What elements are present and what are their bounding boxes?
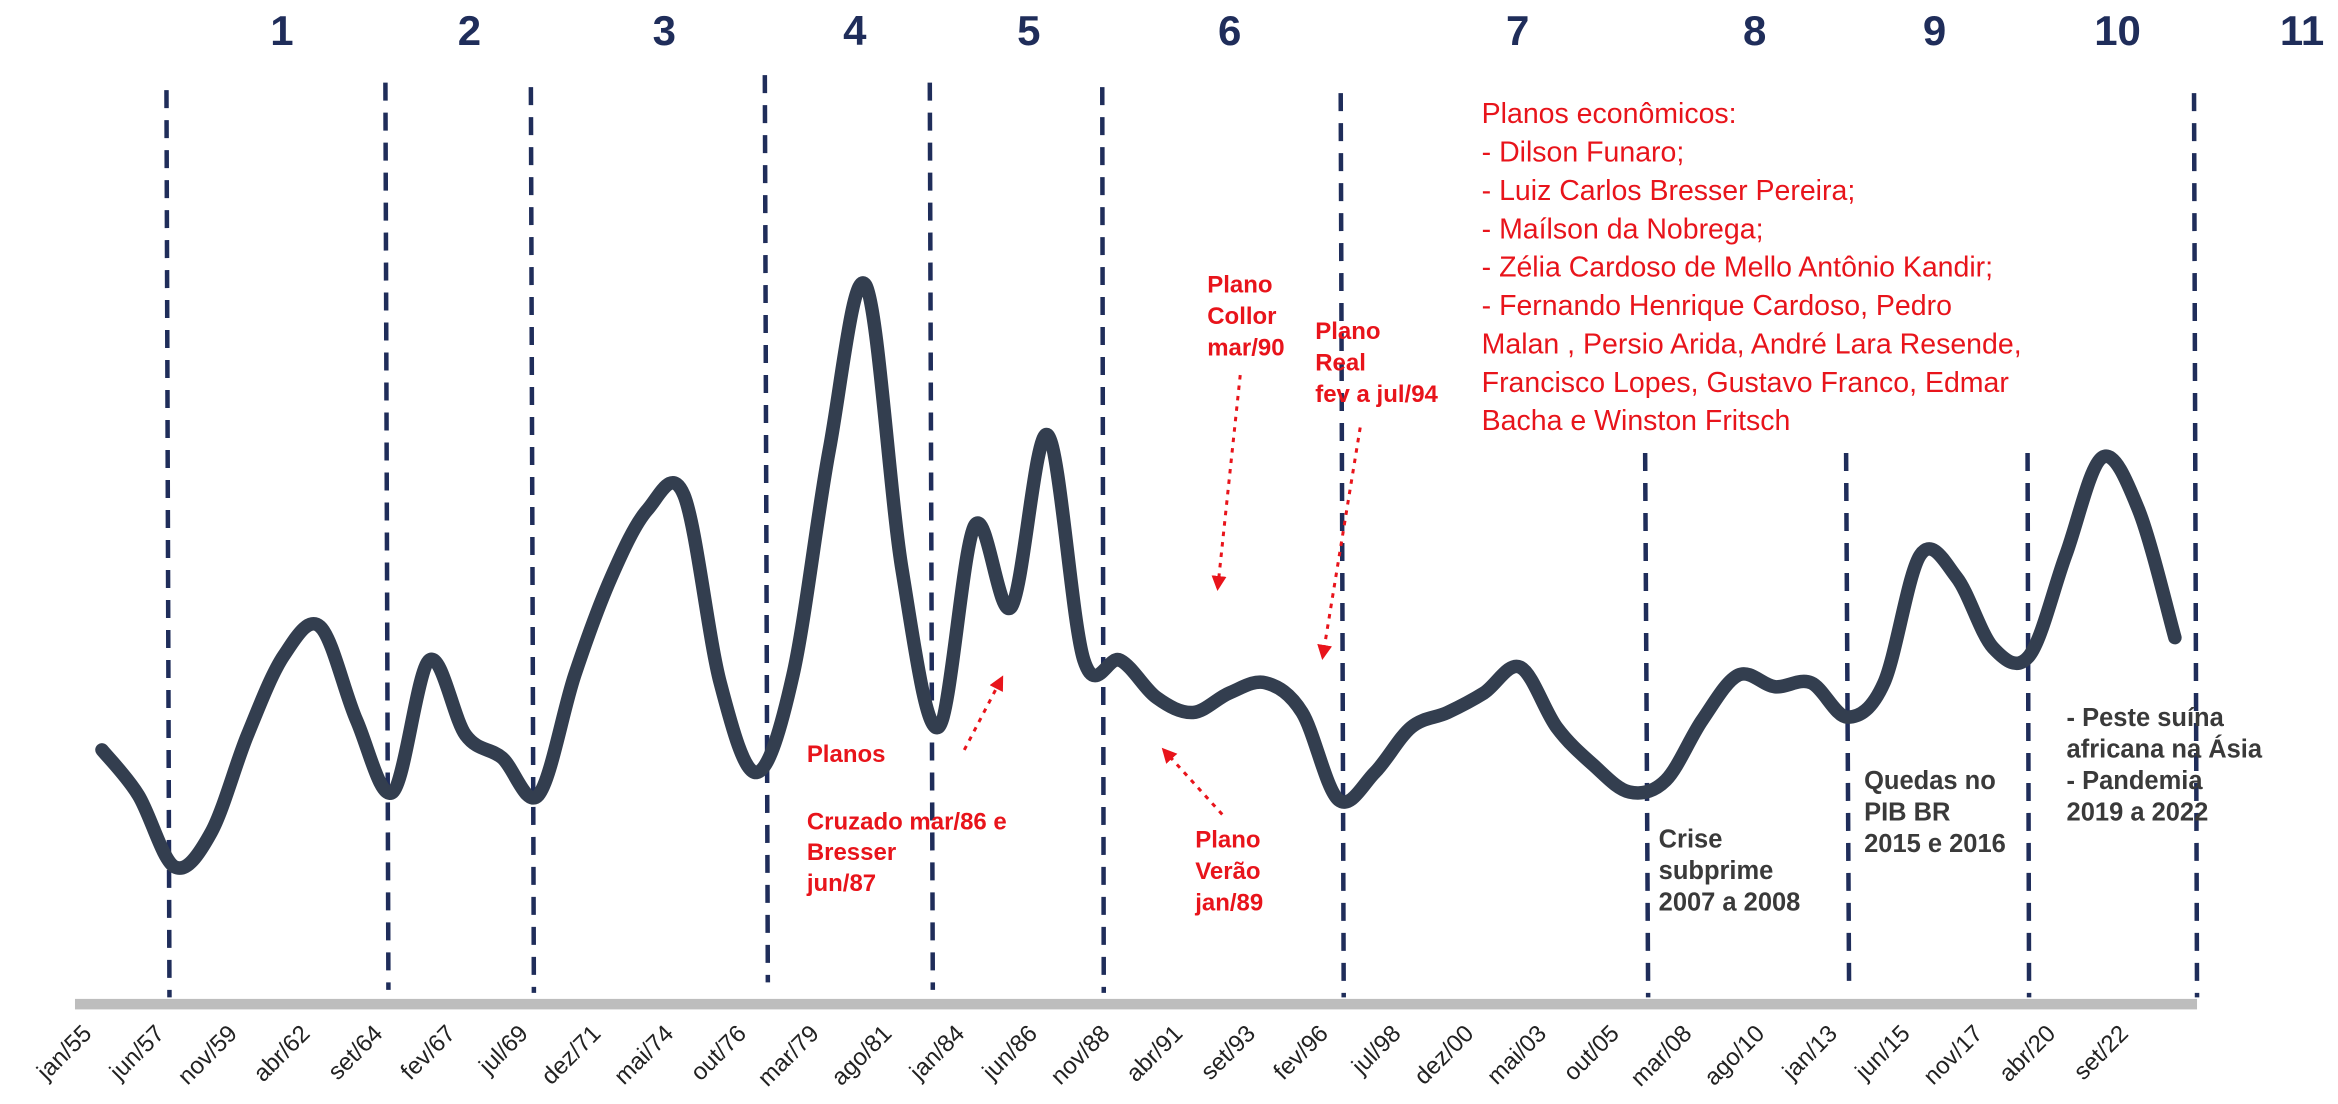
x-tick-label: jan/84	[904, 1020, 970, 1086]
x-tick-label: dez/71	[536, 1020, 606, 1090]
x-tick-label: jun/86	[977, 1020, 1043, 1086]
annotation: - Pandemia	[2067, 767, 2204, 795]
period-number: 6	[1218, 7, 1241, 54]
annotation: Bresser	[807, 839, 896, 866]
period-number: 11	[2280, 7, 2324, 54]
annotation: PIB BR	[1864, 798, 1950, 826]
x-tick-label: nov/88	[1045, 1020, 1115, 1090]
divider	[2025, 453, 2032, 998]
annotation: Crise	[1659, 825, 1723, 853]
period-number: 5	[1017, 7, 1040, 54]
divider	[164, 90, 172, 998]
x-tick-label: nov/59	[173, 1020, 243, 1090]
annotation: subprime	[1659, 857, 1774, 885]
annotation: - Luiz Carlos Bresser Pereira;	[1482, 175, 1856, 207]
x-tick-label: jan/55	[31, 1020, 97, 1086]
divider	[927, 82, 936, 990]
data-line	[95, 276, 2182, 875]
x-axis	[74, 998, 2198, 1010]
x-tick-label: mai/74	[609, 1020, 679, 1090]
x-tick-label: fev/96	[1268, 1020, 1333, 1085]
annotation: Malan , Persio Arida, André Lara Resende…	[1482, 328, 2022, 360]
x-tick-label: fev/67	[396, 1020, 461, 1085]
annotation: - Zélia Cardoso de Mello Antônio Kandir;	[1482, 252, 1993, 284]
divider	[2191, 93, 2200, 998]
period-dividers	[164, 75, 2200, 998]
annotation: Cruzado mar/86 e	[807, 808, 1007, 835]
x-tick-label: set/64	[323, 1020, 388, 1085]
annotation: Verão	[1195, 858, 1260, 885]
annotation: - Fernando Henrique Cardoso, Pedro	[1482, 290, 1952, 322]
x-tick-label: out/05	[1558, 1020, 1624, 1086]
x-tick-label: jul/69	[473, 1020, 533, 1080]
annotation: Planos	[807, 741, 886, 768]
annotation: jan/89	[1194, 889, 1263, 916]
annotation: Real	[1315, 350, 1366, 377]
x-tick-label: abr/91	[1121, 1020, 1188, 1087]
x-tick-label: jun/57	[104, 1020, 170, 1086]
period-number: 2	[458, 7, 481, 54]
arrow	[1317, 427, 1362, 660]
annotation: africana na Ásia	[2067, 734, 2263, 763]
period-number: 7	[1506, 7, 1529, 54]
divider	[1642, 453, 1651, 998]
annotation: - Maílson da Nobrega;	[1482, 213, 1764, 245]
divider	[1100, 87, 1107, 993]
arrow	[1211, 374, 1242, 591]
annotation: Bacha e Winston Fritsch	[1482, 405, 1791, 437]
x-tick-label: ago/10	[1699, 1020, 1770, 1091]
annotation: jun/87	[806, 870, 876, 897]
annotation: Planos econômicos:	[1482, 98, 1737, 130]
annotation: - Dilson Funaro;	[1482, 136, 1685, 168]
annotation: Plano	[1315, 318, 1380, 345]
annotation: mar/90	[1207, 335, 1284, 362]
x-tick-label: dez/00	[1409, 1020, 1479, 1090]
x-tick-label: mar/79	[753, 1020, 825, 1092]
period-number: 4	[843, 7, 867, 54]
arrow	[1161, 747, 1224, 816]
annotation: Plano	[1207, 272, 1272, 299]
x-tick-label: abr/20	[1994, 1020, 2061, 1087]
annotation: Collor	[1207, 303, 1276, 330]
arrows	[962, 374, 1362, 816]
x-tick-label: mar/08	[1625, 1020, 1697, 1092]
divider	[383, 82, 391, 990]
x-tick-label: jan/13	[1777, 1020, 1843, 1086]
arrow	[962, 675, 1004, 751]
x-tick-label: abr/62	[248, 1020, 315, 1087]
period-number: 3	[653, 7, 676, 54]
x-tick-label: nov/17	[1918, 1020, 1988, 1090]
period-number: 9	[1923, 7, 1946, 54]
annotation: fev a jul/94	[1315, 381, 1438, 408]
annotation: 2019 a 2022	[2067, 798, 2209, 826]
x-tick-label: out/76	[686, 1020, 752, 1086]
annotation: Quedas no	[1864, 767, 1996, 795]
annotation: 2015 e 2016	[1864, 830, 2006, 858]
x-tick-label: jun/15	[1850, 1020, 1916, 1086]
x-tick-label: set/93	[1196, 1020, 1261, 1085]
x-tick-label: ago/81	[826, 1020, 897, 1091]
annotation: 2007 a 2008	[1659, 888, 1801, 916]
divider	[762, 75, 771, 983]
annotation: Plano	[1195, 826, 1260, 853]
period-number: 1	[270, 7, 293, 54]
divider	[528, 87, 537, 993]
period-number: 8	[1743, 7, 1766, 54]
period-number: 10	[2094, 7, 2141, 54]
annotation: - Peste suína	[2067, 704, 2225, 732]
x-tick-label: set/22	[2068, 1020, 2133, 1085]
x-tick-label: jul/98	[1346, 1020, 1406, 1080]
annotation: Francisco Lopes, Gustavo Franco, Edmar	[1482, 367, 2010, 399]
x-tick-label: mai/03	[1482, 1020, 1552, 1090]
